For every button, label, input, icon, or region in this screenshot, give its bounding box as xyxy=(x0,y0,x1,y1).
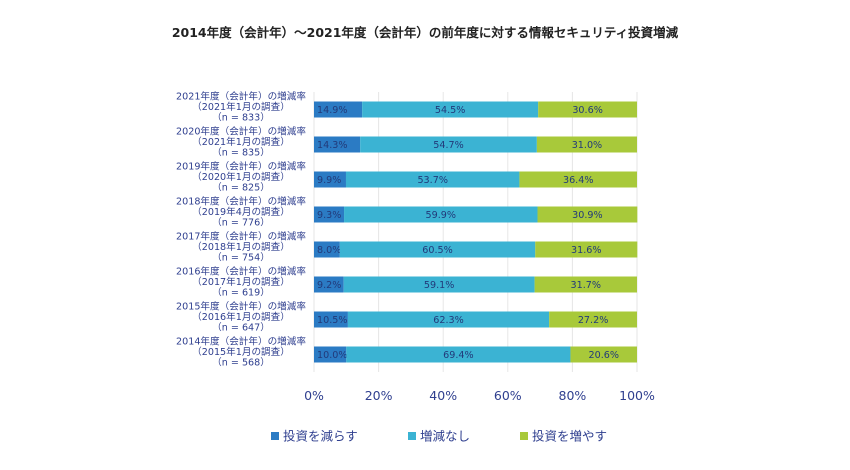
category-label: 2020年度（会計年）の増減率（2021年1月の調査）（n = 835） xyxy=(176,126,306,159)
bars-group: 14.9% 54.5% 30.6% 14.3% 54.7% 31.0% 9.9% 53.7% 3… xyxy=(314,101,638,363)
bar-segment xyxy=(314,241,340,258)
x-tick-label: 20% xyxy=(365,388,393,403)
bar-segment xyxy=(534,276,637,293)
bar-segment xyxy=(345,171,520,188)
data-label: 10.5% xyxy=(317,315,347,326)
category-labels: 2021年度（会計年）の増減率（2021年1月の調査）（n = 833）2020… xyxy=(176,91,306,369)
category-label: 2019年度（会計年）の増減率（2020年1月の調査）（n = 825） xyxy=(176,161,306,194)
legend-label: 投資を減らす xyxy=(283,429,358,444)
x-tick-label: 80% xyxy=(559,388,587,403)
legend-label: 投資を増やす xyxy=(532,429,607,444)
x-tick-label: 0% xyxy=(304,388,324,403)
bar-segment xyxy=(314,136,361,153)
data-label: 59.1% xyxy=(424,280,454,291)
data-label: 31.6% xyxy=(571,245,601,256)
data-label: 14.3% xyxy=(317,140,347,151)
bar-segment xyxy=(314,171,346,188)
x-tick-label: 60% xyxy=(494,388,522,403)
bar-segment xyxy=(536,136,637,153)
data-label: 60.5% xyxy=(422,245,452,256)
data-label: 9.9% xyxy=(317,175,341,186)
category-label: 2018年度（会計年）の増減率（2019年4月の調査）（n = 776） xyxy=(176,196,306,229)
data-label: 14.9% xyxy=(317,105,347,116)
bar-segment xyxy=(314,206,345,223)
data-label: 36.4% xyxy=(563,175,593,186)
data-label: 30.9% xyxy=(572,210,602,221)
data-label: 31.7% xyxy=(571,280,601,291)
x-axis-ticks: 0% 20% 40% 60% 80% 100% xyxy=(304,388,655,403)
category-label: 2014年度（会計年）の増減率（2015年1月の調査）（n = 568） xyxy=(176,336,306,369)
data-label: 10.0% xyxy=(317,350,347,361)
bar-segment xyxy=(346,346,571,363)
bar-segment xyxy=(347,311,550,328)
bar-segment xyxy=(314,311,348,328)
x-tick-label: 40% xyxy=(429,388,457,403)
data-label: 54.5% xyxy=(435,105,465,116)
chart-title: 2014年度（会計年）～2021年度（会計年）の前年度に対する情報セキュリティ投… xyxy=(172,25,679,40)
data-label: 8.0% xyxy=(317,245,341,256)
legend-label: 増減なし xyxy=(420,429,470,444)
category-label: 2015年度（会計年）の増減率（2016年1月の調査）（n = 647） xyxy=(176,301,306,334)
data-label: 31.0% xyxy=(572,140,602,151)
data-label: 9.3% xyxy=(317,210,341,221)
data-label: 59.9% xyxy=(426,210,456,221)
bar-segment xyxy=(314,346,347,363)
bar-segment xyxy=(344,206,538,223)
legend-swatch xyxy=(408,432,416,440)
bar-segment xyxy=(314,276,344,293)
bar-segment xyxy=(360,136,537,153)
data-label: 20.6% xyxy=(588,350,618,361)
data-label: 53.7% xyxy=(417,175,447,186)
bar-segment xyxy=(362,101,539,118)
bar-segment xyxy=(538,101,637,118)
bar-segment xyxy=(535,241,638,258)
bar-segment xyxy=(549,311,637,328)
legend-swatch xyxy=(520,432,528,440)
gridlines xyxy=(313,92,638,372)
data-label: 30.6% xyxy=(572,105,602,116)
bar-segment xyxy=(314,101,363,118)
data-label: 62.3% xyxy=(433,315,463,326)
legend-swatch xyxy=(271,432,279,440)
data-label: 54.7% xyxy=(433,140,463,151)
data-label: 27.2% xyxy=(578,315,608,326)
bar-segment xyxy=(537,206,638,223)
bar-segment xyxy=(343,276,535,293)
data-label: 9.2% xyxy=(317,280,341,291)
category-label: 2016年度（会計年）の増減率（2017年1月の調査）（n = 619） xyxy=(176,266,306,299)
bar-segment xyxy=(519,171,637,188)
category-label: 2021年度（会計年）の増減率（2021年1月の調査）（n = 833） xyxy=(176,91,306,124)
legend: 投資を減らす 増減なし 投資を増やす xyxy=(271,429,607,444)
bar-segment xyxy=(339,241,536,258)
x-tick-label: 100% xyxy=(619,388,655,403)
bar-segment xyxy=(570,346,637,363)
category-label: 2017年度（会計年）の増減率（2018年1月の調査）（n = 754） xyxy=(176,231,306,264)
data-label: 69.4% xyxy=(443,350,473,361)
